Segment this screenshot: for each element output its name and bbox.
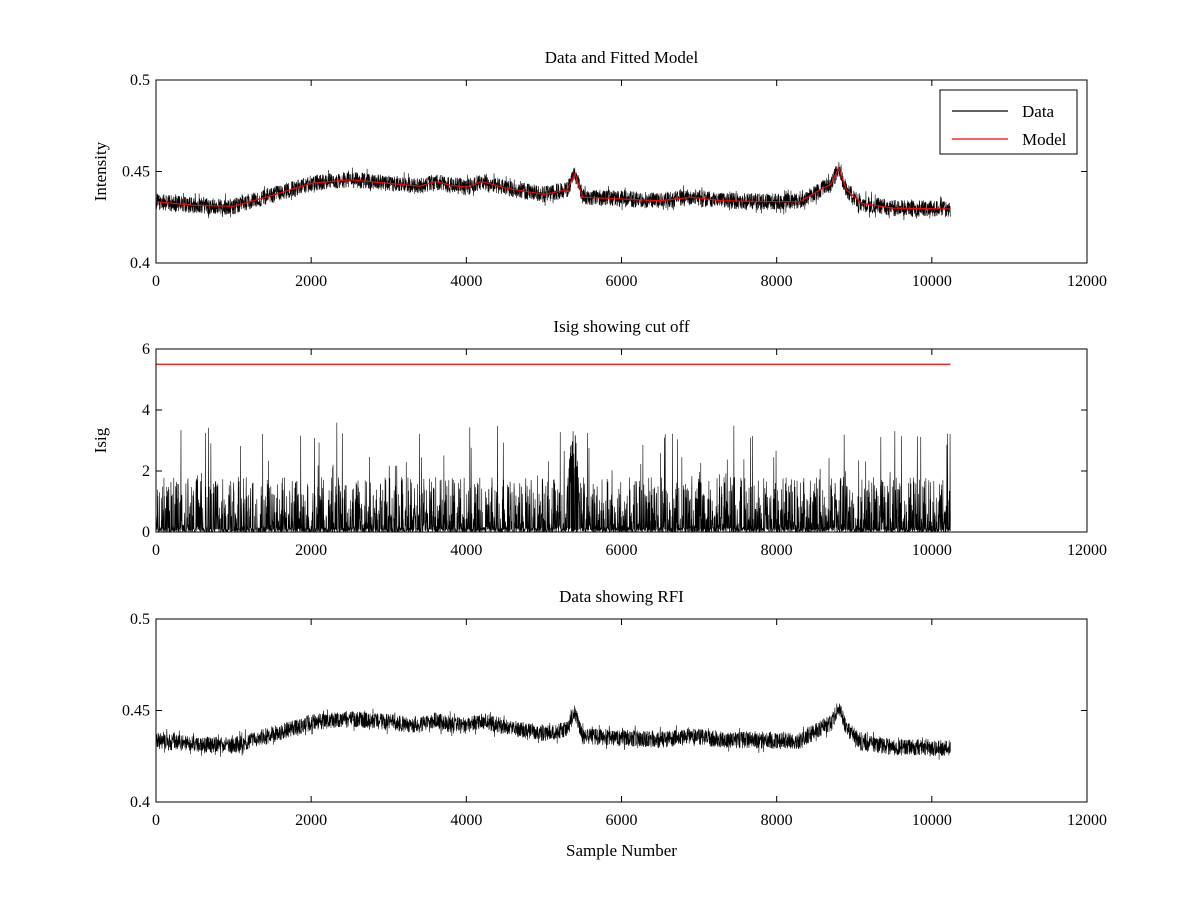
x-tick-label: 6000 — [606, 542, 638, 559]
x-axis-label: Sample Number — [566, 841, 677, 860]
x-tick-label: 12000 — [1067, 812, 1107, 829]
y-tick-label: 4 — [142, 402, 150, 419]
y-tick-label: 6 — [142, 341, 150, 358]
series-line-isig — [156, 422, 951, 532]
x-tick-label: 4000 — [450, 273, 482, 290]
x-tick-label: 6000 — [606, 273, 638, 290]
x-tick-label: 0 — [152, 542, 160, 559]
x-tick-label: 10000 — [912, 812, 952, 829]
legend-label-data: Data — [1022, 102, 1055, 121]
y-tick-label: 0.45 — [122, 703, 150, 720]
subplot-p3: 0 2000 4000 6000 8000 10000 12000 0.4 0.45 0.5 Dat… — [122, 587, 1107, 860]
subplot-p2: 0 2000 4000 6000 8000 10000 12000 0 2 4 6 Isig show… — [91, 317, 1107, 559]
axes-background — [156, 80, 1087, 263]
x-tick-label: 12000 — [1067, 542, 1107, 559]
y-axis-label: Intensity — [91, 141, 110, 201]
x-tick-label: 10000 — [912, 542, 952, 559]
x-tick-label: 2000 — [295, 812, 327, 829]
x-tick-label: 0 — [152, 273, 160, 290]
y-tick-label: 0.5 — [130, 611, 150, 628]
axes-background — [156, 619, 1087, 802]
y-tick-label: 0.5 — [130, 72, 150, 89]
x-tick-label: 10000 — [912, 273, 952, 290]
series-line-data — [156, 162, 951, 221]
y-axis-label: Isig — [91, 427, 110, 453]
y-tick-label: 0 — [142, 524, 150, 541]
x-tick-label: 8000 — [761, 542, 793, 559]
chart-title: Data showing RFI — [559, 587, 684, 606]
series-line-data — [156, 703, 951, 760]
legend: Data Model — [939, 89, 1078, 155]
y-tick-label: 0.4 — [130, 255, 150, 272]
x-tick-label: 8000 — [761, 273, 793, 290]
y-tick-label: 0.45 — [122, 164, 150, 181]
legend-label-model: Model — [1022, 130, 1067, 149]
y-tick-label: 0.4 — [130, 794, 150, 811]
legend-box — [939, 89, 1078, 155]
plot-area — [156, 363, 951, 532]
x-tick-label: 2000 — [295, 273, 327, 290]
chart-title: Isig showing cut off — [553, 317, 689, 336]
x-tick-label: 0 — [152, 812, 160, 829]
x-tick-label: 2000 — [295, 542, 327, 559]
subplots: 0 2000 4000 6000 8000 10000 120000.40.450.5Dat… — [91, 48, 1107, 860]
y-tick-label: 2 — [142, 463, 150, 480]
subplot-p1: 0 2000 4000 6000 8000 10000 12000 0.4 0.45 0.5 Dat… — [91, 48, 1107, 290]
x-tick-label: 6000 — [606, 812, 638, 829]
x-tick-label: 4000 — [450, 812, 482, 829]
x-tick-label: 12000 — [1067, 273, 1107, 290]
axes-background — [156, 349, 1087, 532]
plot-area — [156, 162, 951, 221]
x-tick-label: 4000 — [450, 542, 482, 559]
series-line-model — [156, 166, 951, 210]
chart-title: Data and Fitted Model — [545, 48, 699, 67]
x-tick-label: 8000 — [761, 812, 793, 829]
plot-area — [156, 703, 951, 760]
